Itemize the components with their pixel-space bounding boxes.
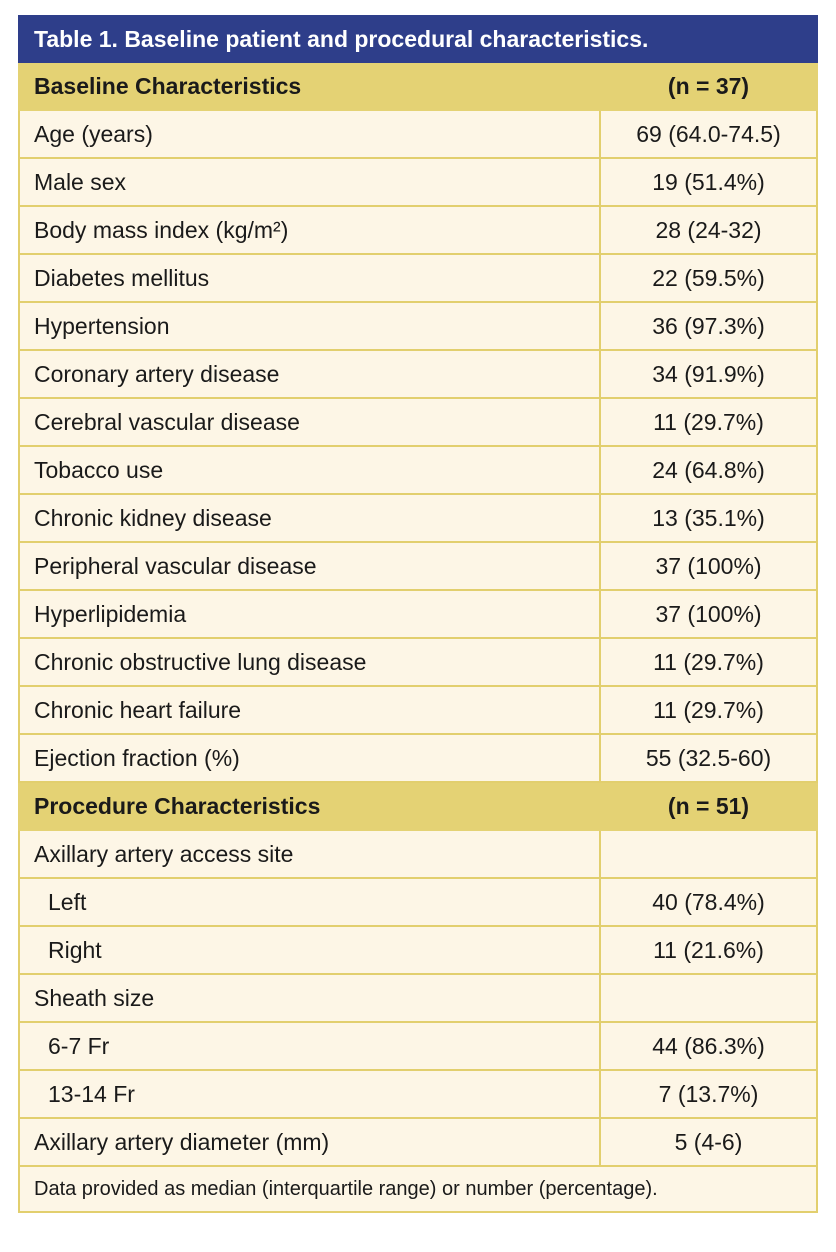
row-label: Peripheral vascular disease: [20, 543, 601, 589]
table-title: Table 1. Baseline patient and procedural…: [18, 15, 818, 63]
table-row: Age (years) 69 (64.0-74.5): [18, 111, 818, 159]
row-value: 11 (21.6%): [653, 936, 764, 963]
row-value: 22 (59.5%): [652, 264, 765, 291]
table-row: 6-7 Fr 44 (86.3%): [18, 1023, 818, 1071]
row-label: Right: [20, 927, 601, 973]
row-value: 5 (4-6): [674, 1128, 743, 1155]
row-value: 55 (32.5-60): [645, 744, 772, 771]
row-value: 13 (35.1%): [652, 504, 765, 531]
row-value: 40 (78.4%): [652, 888, 765, 915]
table-row: Axillary artery diameter (mm) 5 (4-6): [18, 1119, 818, 1167]
table-row: Right 11 (21.6%): [18, 927, 818, 975]
row-label: Coronary artery disease: [20, 351, 601, 397]
row-label: Chronic kidney disease: [20, 495, 601, 541]
table-row: Ejection fraction (%) 55 (32.5-60): [18, 735, 818, 783]
row-value: [601, 975, 816, 1021]
table-footnote: Data provided as median (interquartile r…: [18, 1167, 818, 1213]
row-label: Sheath size: [20, 975, 601, 1021]
row-label: Body mass index (kg/m²): [20, 207, 601, 253]
row-label: Axillary artery diameter (mm): [20, 1119, 601, 1165]
row-label: Hyperlipidemia: [20, 591, 601, 637]
table-row: Chronic obstructive lung disease 11 (29.7…: [18, 639, 818, 687]
row-value: 24 (64.8%): [652, 456, 765, 483]
row-label: Chronic heart failure: [20, 687, 601, 733]
row-label: Tobacco use: [20, 447, 601, 493]
section-header: Baseline Characteristics (n = 37): [18, 63, 818, 111]
row-label: Male sex: [20, 159, 601, 205]
table-row: Male sex 19 (51.4%): [18, 159, 818, 207]
row-label: 13-14 Fr: [20, 1071, 601, 1117]
row-value: 11 (29.7%): [653, 648, 764, 675]
table-row: Hyperlipidemia 37 (100%): [18, 591, 818, 639]
row-label: Diabetes mellitus: [20, 255, 601, 301]
table-body: Baseline Characteristics (n = 37) Age (yea…: [18, 63, 818, 1167]
row-value: 37 (100%): [655, 600, 762, 627]
row-label: Chronic obstructive lung disease: [20, 639, 601, 685]
row-label: Cerebral vascular disease: [20, 399, 601, 445]
row-value: 11 (29.7%): [653, 696, 764, 723]
row-value: 44 (86.3%): [652, 1032, 765, 1059]
table-row: Axillary artery access site: [18, 831, 818, 879]
table-row: Peripheral vascular disease 37 (100%): [18, 543, 818, 591]
table-row: Diabetes mellitus 22 (59.5%): [18, 255, 818, 303]
row-value: 19 (51.4%): [652, 168, 765, 195]
row-value: 11 (29.7%): [653, 408, 764, 435]
table-row: Coronary artery disease 34 (91.9%): [18, 351, 818, 399]
section-header-n: (n = 51): [667, 792, 750, 819]
table-row: Cerebral vascular disease 11 (29.7%): [18, 399, 818, 447]
characteristics-table: Table 1. Baseline patient and procedural…: [18, 15, 818, 1213]
row-label: Axillary artery access site: [20, 831, 601, 877]
section-header-n: (n = 37): [667, 72, 750, 99]
table-row: Chronic heart failure 11 (29.7%): [18, 687, 818, 735]
row-label: 6-7 Fr: [20, 1023, 601, 1069]
row-value: 28 (24-32): [655, 216, 762, 243]
row-label: Ejection fraction (%): [20, 735, 601, 781]
table-row: Left 40 (78.4%): [18, 879, 818, 927]
row-label: Age (years): [20, 111, 601, 157]
row-value: 37 (100%): [655, 552, 762, 579]
row-value: 36 (97.3%): [652, 312, 765, 339]
section-header-label: Baseline Characteristics: [34, 72, 302, 99]
table-row: 13-14 Fr 7 (13.7%): [18, 1071, 818, 1119]
section-header-label: Procedure Characteristics: [34, 792, 321, 819]
row-label: Left: [20, 879, 601, 925]
table-row: Chronic kidney disease 13 (35.1%): [18, 495, 818, 543]
row-label: Hypertension: [20, 303, 601, 349]
row-value: 69 (64.0-74.5): [636, 120, 781, 147]
table-row: Body mass index (kg/m²) 28 (24-32): [18, 207, 818, 255]
table-row: Tobacco use 24 (64.8%): [18, 447, 818, 495]
row-value: 34 (91.9%): [652, 360, 765, 387]
table-row: Sheath size: [18, 975, 818, 1023]
row-value: [601, 831, 816, 877]
row-value: 7 (13.7%): [658, 1080, 759, 1107]
table-row: Hypertension 36 (97.3%): [18, 303, 818, 351]
section-header: Procedure Characteristics (n = 51): [18, 783, 818, 831]
